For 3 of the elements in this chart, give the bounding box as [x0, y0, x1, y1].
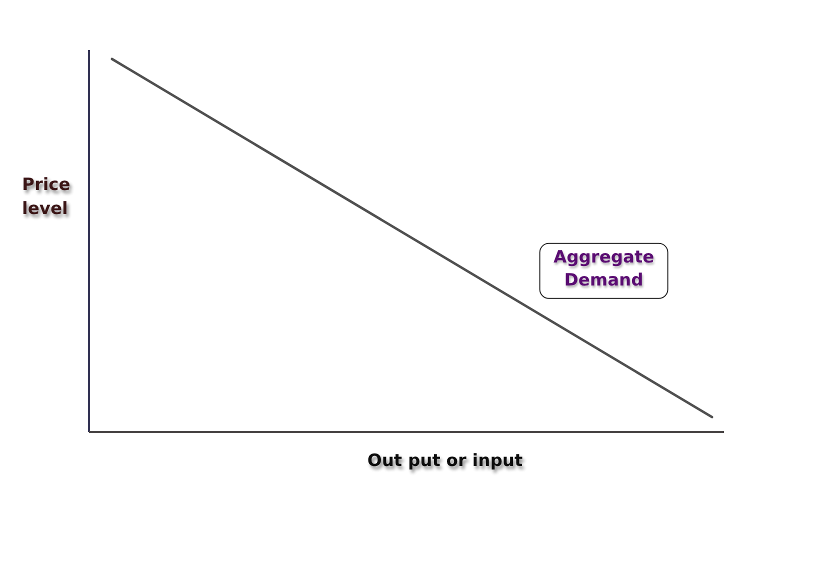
- series-label: Aggregate Demand: [553, 247, 654, 290]
- x-axis-title: Out put or input: [367, 451, 523, 471]
- y-axis-title: Price level: [22, 175, 70, 219]
